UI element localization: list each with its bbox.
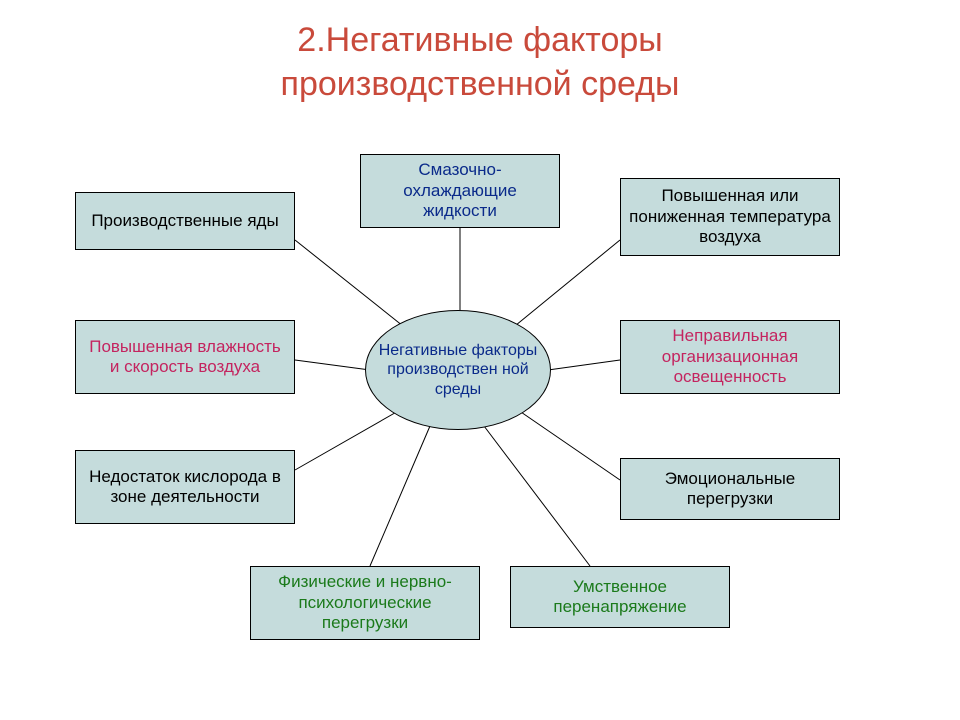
slide-title: 2.Негативные факторы производственной ср… (0, 0, 960, 106)
factor-box-fiznerv: Физические и нервно- психологические пер… (250, 566, 480, 640)
factor-box-emots: Эмоциональные перегрузки (620, 458, 840, 520)
factor-box-yady: Производственные яды (75, 192, 295, 250)
factor-box-label: Повышенная или пониженная температура во… (629, 186, 831, 247)
title-line-1: 2.Негативные факторы (297, 21, 662, 59)
factor-box-label: Недостаток кислорода в зоне деятельности (84, 467, 286, 508)
factor-box-label: Умственное перенапряжение (519, 577, 721, 618)
center-node: Негативные факторы производствен ной сре… (365, 310, 551, 430)
factor-box-label: Эмоциональные перегрузки (629, 469, 831, 510)
factor-box-temp: Повышенная или пониженная температура во… (620, 178, 840, 256)
title-line-2: производственной среды (281, 65, 680, 103)
factor-box-nedost: Недостаток кислорода в зоне деятельности (75, 450, 295, 524)
factor-box-smaz: Смазочно- охлаждающие жидкости (360, 154, 560, 228)
diagram-canvas: Негативные факторы производствен ной сре… (0, 130, 960, 690)
factor-box-label: Неправильная организационная освещенност… (629, 326, 831, 387)
factor-box-osvesh: Неправильная организационная освещенност… (620, 320, 840, 394)
factor-box-umstv: Умственное перенапряжение (510, 566, 730, 628)
factor-box-label: Смазочно- охлаждающие жидкости (369, 160, 551, 221)
center-node-label: Негативные факторы производствен ной сре… (374, 341, 542, 399)
factor-box-label: Производственные яды (91, 211, 278, 231)
factor-box-vlazh: Повышенная влажность и скорость воздуха (75, 320, 295, 394)
factor-box-label: Повышенная влажность и скорость воздуха (84, 337, 286, 378)
factor-box-label: Физические и нервно- психологические пер… (259, 572, 471, 633)
